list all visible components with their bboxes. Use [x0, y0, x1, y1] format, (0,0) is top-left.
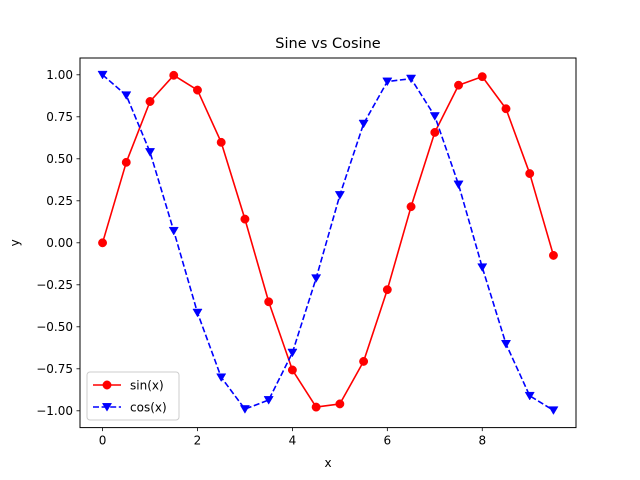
x-tick-label: 8: [478, 434, 486, 448]
series-layer: [97, 70, 559, 415]
cos-x-point: [168, 226, 179, 236]
y-tick-label: 0.50: [46, 152, 73, 166]
y-tick-label: −0.25: [36, 278, 73, 292]
legend-label-sin-x: sin(x): [130, 378, 164, 392]
cos-x-point: [192, 308, 203, 318]
sin-x-point: [193, 85, 202, 95]
sin-x-point: [335, 399, 345, 409]
sin-x-point: [121, 157, 131, 167]
x-tick-label: 4: [289, 434, 297, 448]
cos-x-point: [477, 263, 488, 272]
plot-area: [80, 58, 576, 428]
y-tick-label: 0.75: [46, 110, 73, 124]
cos-x-point: [97, 70, 108, 80]
legend-label-cos-x: cos(x): [130, 400, 167, 414]
y-tick-label: −1.00: [36, 404, 73, 418]
x-tick-label: 2: [194, 434, 202, 448]
cos-x-point: [548, 406, 559, 415]
legend-entry-sin-x: sin(x): [93, 378, 164, 392]
y-tick-label: 0.25: [46, 194, 73, 208]
sin-x-point: [240, 214, 250, 224]
sin-x-point: [287, 365, 297, 375]
sin-x-point: [525, 169, 535, 179]
y-tick-label: 1.00: [46, 68, 73, 82]
cos-x-point: [358, 119, 369, 129]
sin-x-point: [264, 297, 274, 307]
legend-entry-cos-x: cos(x): [93, 400, 167, 414]
legend-marker-sin-x: [102, 380, 112, 390]
sin-x-point: [406, 202, 416, 212]
cos-x-point: [263, 396, 274, 405]
cos-x-point: [382, 77, 393, 87]
sin-x-point: [454, 80, 463, 90]
sin-x-point: [549, 250, 558, 260]
y-tick-label: 0.00: [46, 236, 73, 250]
sin-x-point: [216, 137, 226, 147]
cos-x-point: [239, 405, 250, 414]
cos-x-line: [102, 74, 554, 411]
y-ticks: −1.00 −0.75 −0.50 −0.25 0.00 0.25 0.50 0.75 1.00: [36, 68, 80, 418]
sin-x-point: [430, 127, 440, 137]
x-tick-label: 6: [384, 434, 392, 448]
cos-x-point: [287, 348, 298, 358]
legend-marker-cos-x: [101, 403, 113, 412]
sin-x-point: [477, 72, 487, 82]
cos-x-point: [429, 112, 440, 121]
series-sin-x: [98, 70, 558, 412]
chart-title: Sine vs Cosine: [275, 36, 380, 52]
cos-x-point: [406, 74, 417, 84]
sin-x-point: [382, 285, 392, 295]
x-ticks: 0 2 4 6 8: [99, 427, 486, 448]
cos-x-point: [453, 180, 464, 190]
sin-x-point: [98, 238, 107, 248]
x-axis-label: x: [324, 456, 331, 470]
cos-x-point: [144, 148, 156, 157]
y-axis-label: y: [8, 239, 22, 246]
series-cos-x: [97, 70, 559, 415]
cos-x-point: [500, 340, 512, 349]
cos-x-point: [216, 373, 227, 383]
legend: sin(x) cos(x): [86, 371, 180, 421]
y-tick-label: −0.75: [36, 362, 73, 376]
cos-x-point: [311, 274, 322, 283]
x-tick-label: 0: [99, 434, 107, 448]
y-tick-label: −0.50: [36, 320, 73, 334]
cos-x-point: [121, 91, 132, 100]
sin-x-point: [311, 402, 321, 412]
cos-x-point: [334, 191, 345, 200]
sin-x-point: [145, 97, 155, 106]
sin-x-point: [169, 70, 179, 80]
sin-x-point: [359, 356, 369, 366]
cos-x-point: [524, 391, 535, 401]
sin-x-point: [501, 104, 511, 114]
